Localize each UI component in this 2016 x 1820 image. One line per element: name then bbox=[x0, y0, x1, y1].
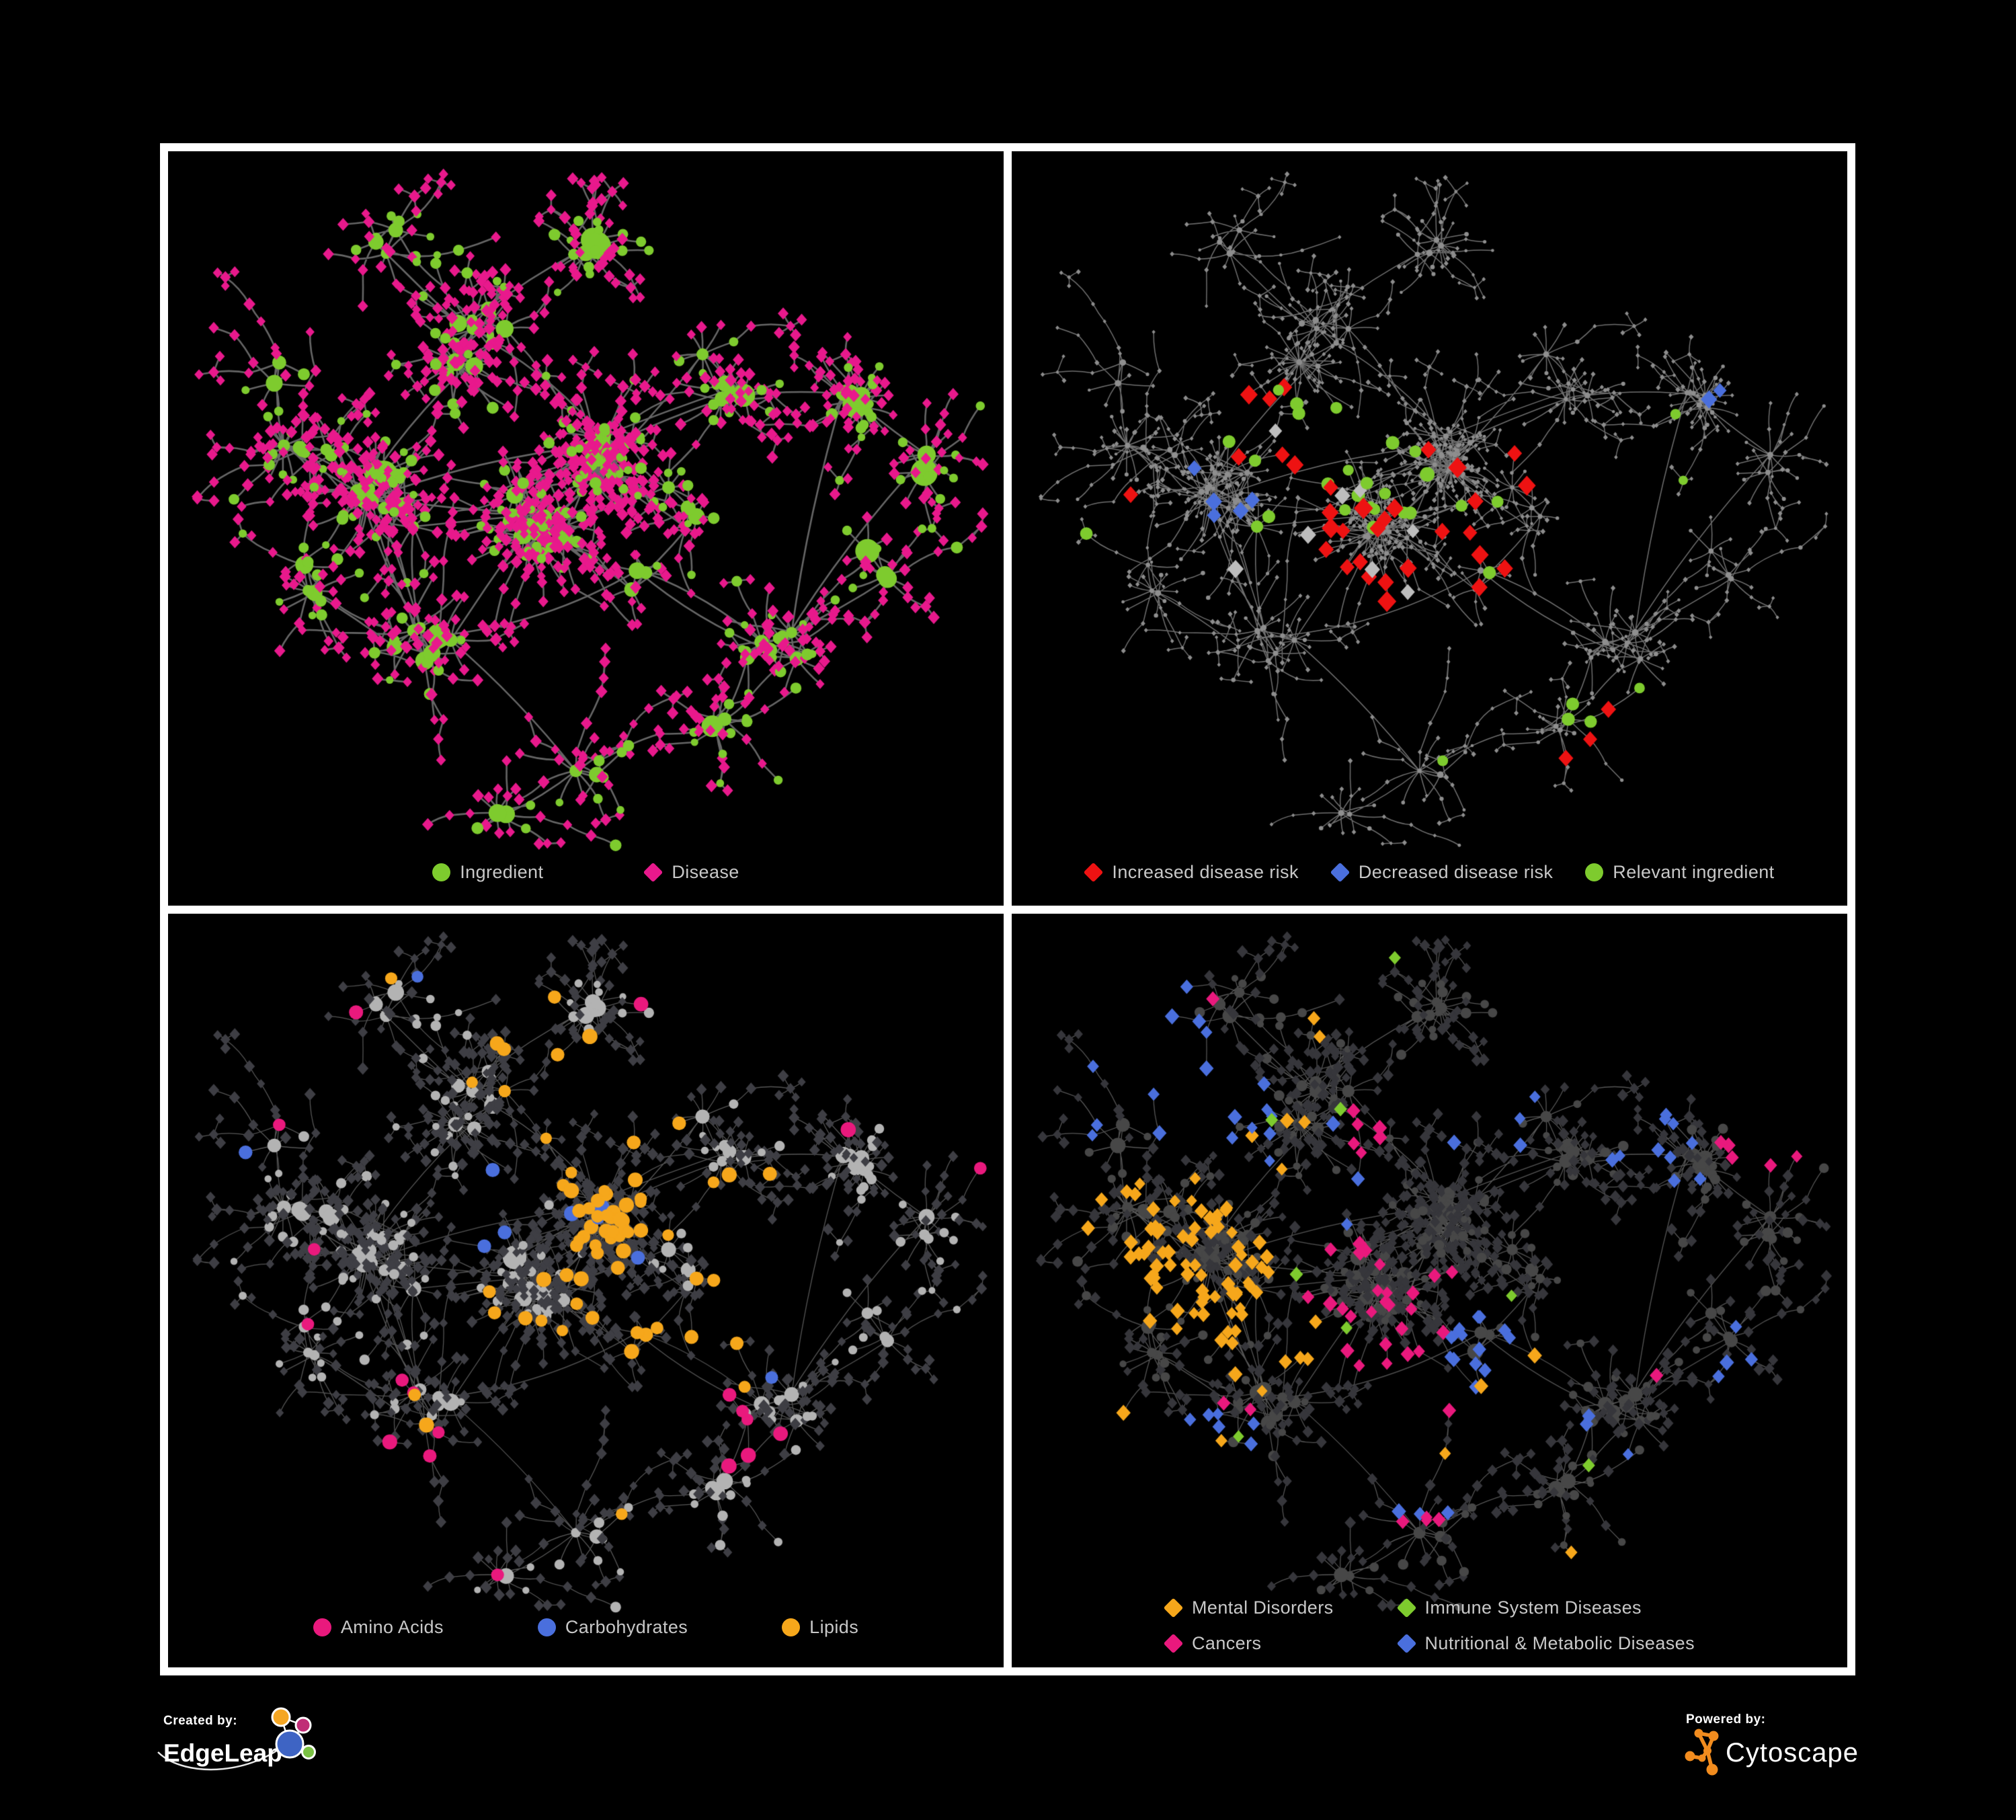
increased-risk-legend-icon bbox=[1084, 862, 1104, 882]
legend-disease-categories: Mental Disorders Immune System Diseases … bbox=[1012, 1597, 1847, 1654]
created-by-label: Created by: bbox=[163, 1714, 238, 1728]
legend-item-label: Decreased disease risk bbox=[1358, 861, 1554, 882]
disease-legend-icon bbox=[643, 862, 663, 882]
mental-disorders-legend-icon bbox=[1163, 1597, 1184, 1618]
panel-disease-categories: Mental Disorders Immune System Diseases … bbox=[1012, 913, 1847, 1667]
panel-disease-risk: Increased disease risk Decreased disease… bbox=[1012, 151, 1847, 906]
legend-item-label: Cancers bbox=[1192, 1633, 1262, 1653]
legend-item-decreased-risk: Decreased disease risk bbox=[1330, 861, 1554, 883]
legend-item-lipids: Lipids bbox=[782, 1617, 858, 1638]
legend-item-label: Carbohydrates bbox=[565, 1617, 688, 1637]
edgeleap-green-node-icon bbox=[301, 1745, 316, 1759]
legend-item-label: Lipids bbox=[809, 1617, 859, 1637]
legend-item-label: Mental Disorders bbox=[1192, 1597, 1334, 1618]
cytoscape-logo: Cytoscape bbox=[1685, 1729, 1859, 1776]
legend-ingredient-disease: Ingredient Disease bbox=[168, 862, 1004, 883]
legend-item-carbohydrates: Carbohydrates bbox=[537, 1617, 688, 1638]
edgeleap-logo: EdgeLeap bbox=[157, 1707, 316, 1771]
legend-item-label: Ingredient bbox=[460, 861, 544, 882]
decreased-risk-legend-icon bbox=[1330, 862, 1350, 882]
legend-item-label: Nutritional & Metabolic Diseases bbox=[1424, 1633, 1695, 1653]
legend-item-cancers: Cancers bbox=[1163, 1633, 1333, 1654]
lipids-legend-icon bbox=[782, 1618, 801, 1636]
legend-item-label: Disease bbox=[672, 861, 739, 882]
legend-item-disease: Disease bbox=[643, 861, 739, 883]
legend-item-nutritional-metabolic-diseases: Nutritional & Metabolic Diseases bbox=[1396, 1633, 1695, 1654]
edgeleap-wordmark: EdgeLeap bbox=[163, 1739, 282, 1767]
legend-nutrient-classes: Amino Acids Carbohydrates Lipids bbox=[168, 1617, 1004, 1638]
legend-item-label: Relevant ingredient bbox=[1613, 861, 1775, 882]
edgeleap-magenta-node-icon bbox=[294, 1716, 312, 1734]
four-panel-network-figure: Ingredient Disease Increased disease ris… bbox=[160, 143, 1855, 1675]
legend-item-label: Increased disease risk bbox=[1112, 861, 1299, 882]
legend-item-increased-risk: Increased disease risk bbox=[1084, 862, 1298, 883]
legend-item-label: Immune System Diseases bbox=[1424, 1597, 1642, 1618]
powered-by-label: Powered by: bbox=[1686, 1712, 1766, 1727]
created-by-credit: EdgeLeap Created by: bbox=[155, 1705, 370, 1799]
legend-item-ingredient: Ingredient bbox=[432, 862, 543, 883]
cytoscape-icon bbox=[1685, 1729, 1719, 1776]
edgeleap-orange-node-icon bbox=[271, 1707, 291, 1727]
relevant-ingredient-legend-icon bbox=[1585, 863, 1604, 881]
cancers-legend-icon bbox=[1163, 1633, 1184, 1654]
network-canvas-disease-categories bbox=[1012, 913, 1847, 1667]
network-canvas-ingredient-disease bbox=[168, 151, 1004, 906]
cytoscape-wordmark: Cytoscape bbox=[1726, 1738, 1859, 1768]
legend-item-relevant-ingredient: Relevant ingredient bbox=[1585, 862, 1774, 883]
powered-by-credit: Cytoscape Powered by: bbox=[1684, 1708, 1926, 1795]
ingredient-legend-icon bbox=[432, 863, 451, 881]
legend-item-label: Amino Acids bbox=[340, 1617, 444, 1637]
amino-acids-legend-icon bbox=[313, 1618, 331, 1636]
edgeleap-blue-node-icon bbox=[275, 1729, 305, 1759]
panel-ingredient-disease: Ingredient Disease bbox=[168, 151, 1004, 906]
legend-disease-risk: Increased disease risk Decreased disease… bbox=[1012, 862, 1847, 883]
network-canvas-nutrient-classes bbox=[168, 913, 1004, 1667]
nutritional-metabolic-diseases-legend-icon bbox=[1396, 1633, 1416, 1654]
panel-nutrient-classes: Amino Acids Carbohydrates Lipids bbox=[168, 913, 1004, 1667]
immune-system-diseases-legend-icon bbox=[1396, 1597, 1416, 1618]
legend-item-amino-acids: Amino Acids bbox=[313, 1617, 444, 1638]
legend-item-mental-disorders: Mental Disorders bbox=[1163, 1597, 1334, 1618]
legend-item-immune-system-diseases: Immune System Diseases bbox=[1396, 1597, 1695, 1618]
carbohydrates-legend-icon bbox=[537, 1618, 556, 1636]
network-canvas-disease-risk bbox=[1012, 151, 1847, 906]
